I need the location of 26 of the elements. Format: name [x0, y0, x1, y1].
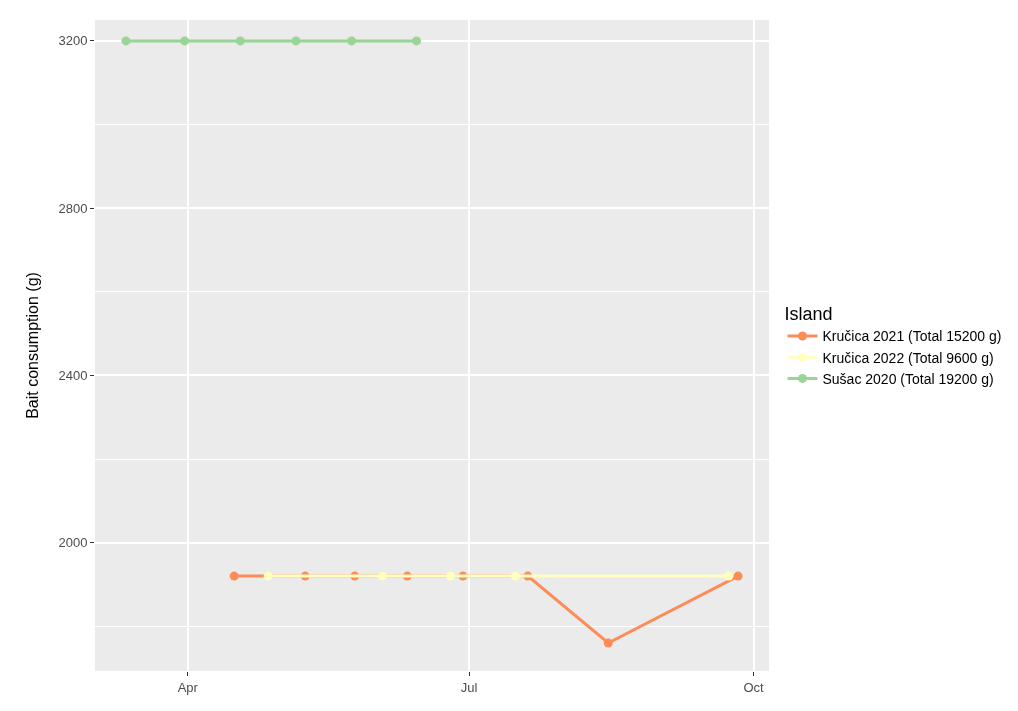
- legend-label: Kručica 2022 (Total 9600 g): [822, 349, 994, 366]
- point: [724, 571, 734, 581]
- x-tick-label: Jul: [460, 679, 478, 695]
- point: [291, 36, 301, 46]
- y-tick-label: 2000: [58, 535, 88, 551]
- point: [229, 571, 239, 581]
- y-tick-label: 2800: [58, 200, 88, 216]
- legend-label: Kručica 2021 (Total 15200 g): [822, 328, 1002, 345]
- point: [510, 571, 520, 581]
- x-tick-label: Oct: [743, 679, 765, 695]
- point: [347, 36, 357, 46]
- point: [235, 36, 245, 46]
- x-tick-label: Apr: [177, 679, 199, 695]
- point: [603, 638, 613, 648]
- legend-label: Sušac 2020 (Total 19200 g): [822, 370, 994, 387]
- point: [412, 36, 422, 46]
- point: [263, 571, 273, 581]
- point: [378, 571, 388, 581]
- legend-title: Island: [784, 304, 833, 325]
- point: [180, 36, 190, 46]
- point: [733, 571, 743, 581]
- y-tick-label: 3200: [58, 33, 88, 49]
- y-axis-title: Bait consumption (g): [24, 272, 42, 419]
- y-tick-label: 2400: [58, 367, 88, 383]
- point: [121, 36, 131, 46]
- point: [446, 571, 456, 581]
